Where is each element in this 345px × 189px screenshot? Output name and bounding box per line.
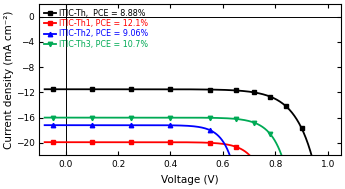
Y-axis label: Current density (mA cm⁻²): Current density (mA cm⁻²) [4,11,14,149]
X-axis label: Voltage (V): Voltage (V) [161,175,219,185]
Legend: ITIC-Th,  PCE = 8.88%, ITIC-Th1, PCE = 12.1%, ITIC-Th2, PCE = 9.06%, ITIC-Th3, P: ITIC-Th, PCE = 8.88%, ITIC-Th1, PCE = 12… [43,8,149,50]
